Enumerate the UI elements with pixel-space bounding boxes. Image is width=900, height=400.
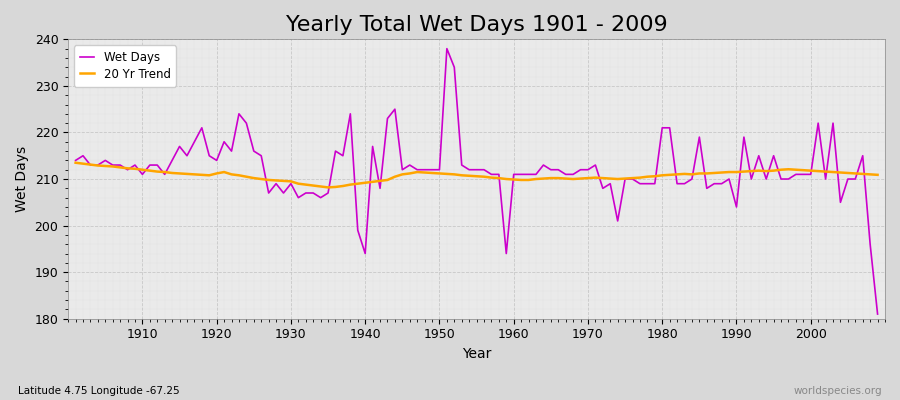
20 Yr Trend	[508, 177, 519, 182]
20 Yr Trend	[323, 185, 334, 190]
20 Yr Trend	[70, 160, 81, 165]
Wet Days	[516, 172, 526, 177]
20 Yr Trend	[293, 181, 304, 186]
Text: worldspecies.org: worldspecies.org	[794, 386, 882, 396]
Wet Days	[293, 195, 304, 200]
Wet Days	[872, 312, 883, 316]
Wet Days	[605, 181, 616, 186]
20 Yr Trend	[605, 176, 616, 181]
Wet Days	[508, 172, 519, 177]
Title: Yearly Total Wet Days 1901 - 2009: Yearly Total Wet Days 1901 - 2009	[285, 15, 668, 35]
Wet Days	[70, 158, 81, 163]
Legend: Wet Days, 20 Yr Trend: Wet Days, 20 Yr Trend	[74, 45, 176, 86]
20 Yr Trend	[872, 172, 883, 177]
Text: Latitude 4.75 Longitude -67.25: Latitude 4.75 Longitude -67.25	[18, 386, 180, 396]
Wet Days	[442, 46, 453, 51]
Line: 20 Yr Trend: 20 Yr Trend	[76, 163, 878, 188]
X-axis label: Year: Year	[462, 347, 491, 361]
Line: Wet Days: Wet Days	[76, 49, 878, 314]
Y-axis label: Wet Days: Wet Days	[15, 146, 29, 212]
20 Yr Trend	[516, 178, 526, 182]
Wet Days	[338, 153, 348, 158]
Wet Days	[130, 163, 140, 168]
20 Yr Trend	[130, 166, 140, 171]
20 Yr Trend	[345, 182, 356, 187]
